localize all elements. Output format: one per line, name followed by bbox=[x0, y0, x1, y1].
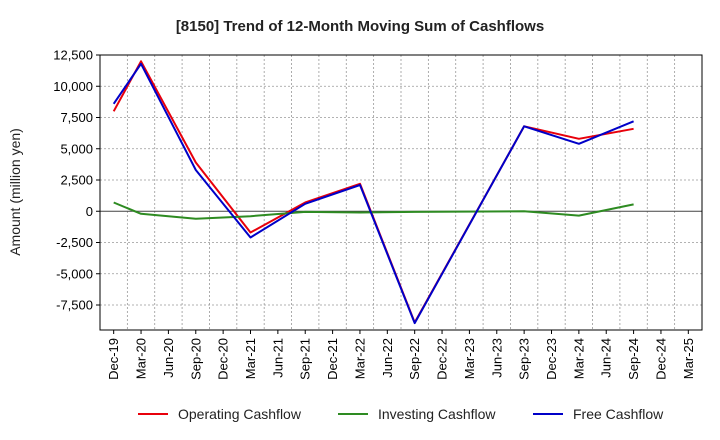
x-tick-label: Mar-22 bbox=[352, 338, 367, 379]
y-tick-label: 2,500 bbox=[60, 173, 93, 188]
x-tick-label: Sep-20 bbox=[188, 338, 203, 380]
x-tick-label: Mar-21 bbox=[243, 338, 258, 379]
x-tick-label: Dec-22 bbox=[435, 338, 450, 380]
y-tick-label: -7,500 bbox=[56, 298, 93, 313]
series-lines bbox=[112, 60, 634, 325]
y-axis-ticks: 12,500 10,000 7,500 5,000 2,500 0 -2,500 -5,000… bbox=[53, 48, 100, 313]
x-tick-label: Sep-21 bbox=[298, 338, 313, 380]
chart-title: [8150] Trend of 12-Month Moving Sum of C… bbox=[176, 18, 544, 35]
y-tick-label: 5,000 bbox=[60, 141, 93, 156]
operating-cashflow-line bbox=[112, 60, 634, 324]
y-axis-label: Amount (million yen) bbox=[7, 128, 23, 256]
x-tick-label: Mar-25 bbox=[681, 338, 696, 379]
y-tick-label: 7,500 bbox=[60, 110, 93, 125]
y-tick-label: -5,000 bbox=[56, 266, 93, 281]
y-tick-label: 12,500 bbox=[53, 48, 93, 63]
x-tick-label: Jun-20 bbox=[161, 338, 176, 378]
x-tick-label: Sep-24 bbox=[626, 338, 641, 380]
x-tick-label: Dec-24 bbox=[653, 338, 668, 380]
free-cashflow-legend-label: Free Cashflow bbox=[573, 406, 664, 422]
x-tick-label: Mar-20 bbox=[134, 338, 149, 379]
investing-cashflow-legend-label: Investing Cashflow bbox=[378, 406, 496, 422]
y-tick-label: -2,500 bbox=[56, 235, 93, 250]
x-axis-ticks: Dec-19 Mar-20 Jun-20 Sep-20 Dec-20 Mar-21 Jun-… bbox=[106, 330, 696, 380]
x-tick-label: Mar-23 bbox=[462, 338, 477, 379]
investing-cashflow-line bbox=[113, 201, 634, 220]
x-tick-label: Sep-23 bbox=[517, 338, 532, 380]
operating-cashflow-legend-label: Operating Cashflow bbox=[178, 406, 302, 422]
x-tick-label: Dec-23 bbox=[544, 338, 559, 380]
x-tick-label: Dec-19 bbox=[106, 338, 121, 380]
x-tick-label: Sep-22 bbox=[407, 338, 422, 380]
x-tick-label: Dec-21 bbox=[325, 338, 340, 380]
x-tick-label: Jun-24 bbox=[599, 338, 614, 378]
x-tick-label: Jun-21 bbox=[270, 338, 285, 378]
x-tick-label: Jun-23 bbox=[489, 338, 504, 378]
y-tick-label: 0 bbox=[86, 204, 93, 219]
x-tick-label: Dec-20 bbox=[216, 338, 231, 380]
x-tick-label: Jun-22 bbox=[380, 338, 395, 378]
x-tick-label: Mar-24 bbox=[571, 338, 586, 379]
plot-frame bbox=[99, 54, 703, 331]
grid bbox=[100, 55, 702, 330]
y-tick-label: 10,000 bbox=[53, 79, 93, 94]
free-cashflow-line bbox=[112, 62, 634, 325]
legend: Operating Cashflow Investing Cashflow Free… bbox=[138, 406, 664, 422]
